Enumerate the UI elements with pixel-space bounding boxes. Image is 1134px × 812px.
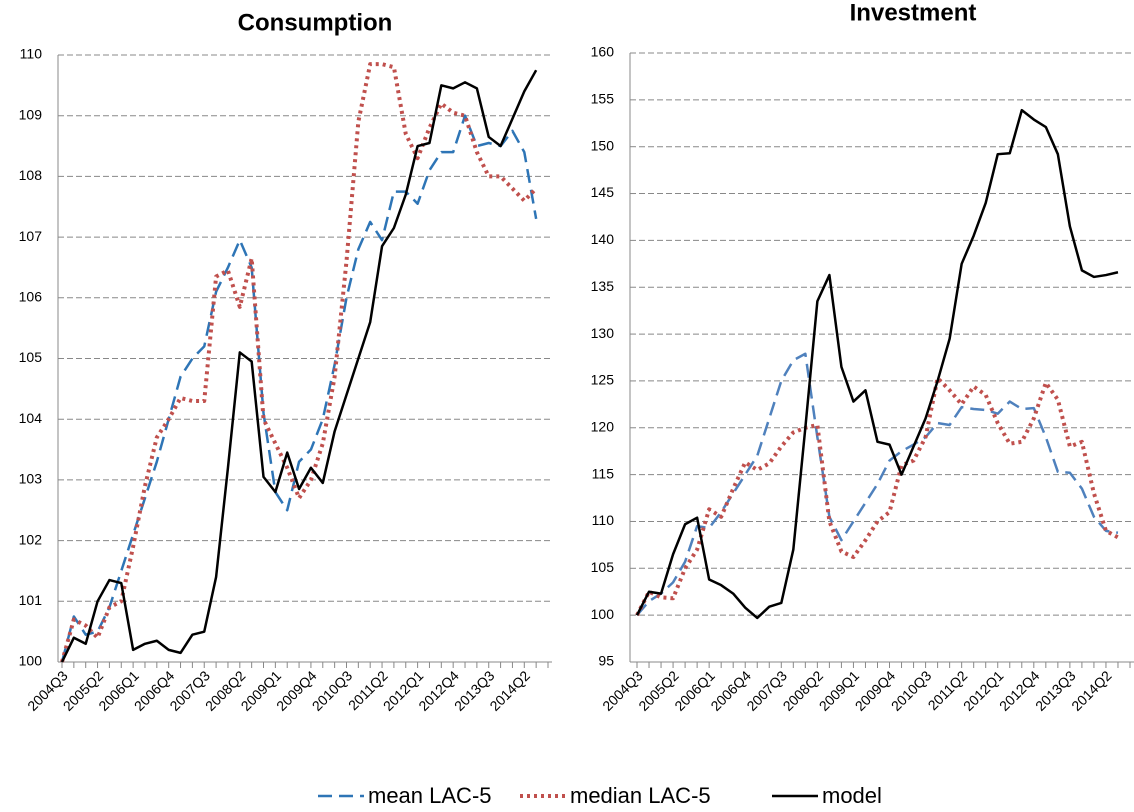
series-line xyxy=(60,62,538,663)
series-line xyxy=(635,108,1119,620)
y-tick-label: 103 xyxy=(19,471,43,487)
legend-label: median LAC-5 xyxy=(570,783,711,808)
x-tick-label: 2014Q2 xyxy=(1068,667,1115,714)
y-tick-label: 101 xyxy=(19,592,43,608)
y-tick-label: 140 xyxy=(591,231,615,247)
x-tick-label: 2010Q3 xyxy=(888,667,935,714)
series-line xyxy=(636,352,1119,616)
y-tick-label: 106 xyxy=(19,289,43,305)
y-tick-label: 100 xyxy=(19,653,43,669)
y-tick-label: 105 xyxy=(591,559,615,575)
chart-title: Investment xyxy=(850,0,977,26)
y-tick-label: 95 xyxy=(598,653,614,669)
y-tick-label: 104 xyxy=(19,410,43,426)
y-tick-label: 120 xyxy=(591,418,615,434)
y-tick-label: 130 xyxy=(591,325,615,341)
y-tick-label: 150 xyxy=(591,137,615,153)
legend-label: mean LAC-5 xyxy=(368,783,492,808)
chart-title: Consumption xyxy=(238,9,393,36)
y-tick-label: 105 xyxy=(19,349,43,365)
y-tick-label: 107 xyxy=(19,228,43,244)
y-tick-label: 160 xyxy=(591,44,615,60)
y-tick-label: 145 xyxy=(591,184,615,200)
y-tick-label: 108 xyxy=(19,167,43,183)
y-tick-label: 100 xyxy=(591,606,615,622)
y-tick-label: 135 xyxy=(591,278,615,294)
series-line xyxy=(60,69,538,663)
series-line xyxy=(60,114,538,663)
x-tick-label: 2010Q3 xyxy=(309,667,356,714)
y-tick-label: 102 xyxy=(19,531,43,547)
x-tick-label: 2014Q2 xyxy=(486,667,533,714)
y-tick-label: 110 xyxy=(592,512,615,528)
y-tick-label: 110 xyxy=(20,46,43,62)
y-tick-label: 109 xyxy=(19,106,43,122)
y-tick-label: 115 xyxy=(592,465,615,481)
y-tick-label: 125 xyxy=(591,372,615,388)
y-tick-label: 155 xyxy=(591,91,615,107)
legend-label: model xyxy=(822,783,882,808)
series-line xyxy=(635,376,1119,617)
